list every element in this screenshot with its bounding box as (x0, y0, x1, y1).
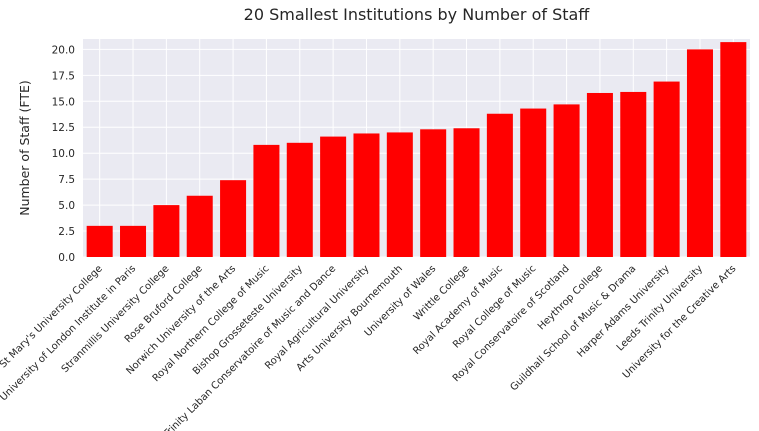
bar (720, 42, 747, 257)
bar (520, 108, 547, 257)
bar (553, 104, 580, 258)
y-tick-label: 17.5 (52, 70, 75, 82)
y-tick-labels: 0.0 2.5 5.0 7.5 10.0 12.5 15.0 17.5 20.0 (52, 44, 75, 264)
y-tick-label: 7.5 (58, 174, 75, 186)
bar (353, 133, 380, 257)
bar (253, 144, 280, 257)
bar (186, 195, 213, 257)
bar (653, 81, 680, 257)
bar (420, 129, 447, 257)
y-tick-label: 5.0 (58, 200, 75, 212)
bar (486, 113, 513, 257)
y-tick-label: 20.0 (52, 44, 75, 56)
y-tick-label: 12.5 (52, 122, 75, 134)
bar (620, 91, 647, 257)
bar (386, 132, 413, 257)
y-tick-label: 10.0 (52, 148, 75, 160)
bar (220, 180, 247, 257)
plot-background (83, 39, 750, 257)
x-tick-label: University of London Institute in Paris (0, 263, 138, 403)
y-tick-label: 15.0 (52, 96, 75, 108)
bar (286, 142, 313, 257)
x-tick-label: Guildhall School of Music & Drama (508, 263, 638, 393)
y-tick-label: 2.5 (58, 226, 75, 238)
bar (86, 225, 113, 257)
chart-title: 20 Smallest Institutions by Number of St… (244, 5, 591, 24)
bar (586, 92, 613, 257)
bar (453, 128, 480, 257)
bar (320, 136, 347, 257)
bar (153, 205, 180, 257)
y-axis-label: Number of Staff (FTE) (17, 80, 32, 216)
bar (120, 225, 147, 257)
bars (86, 42, 747, 258)
bar (686, 49, 713, 257)
y-tick-label: 0.0 (58, 252, 75, 264)
